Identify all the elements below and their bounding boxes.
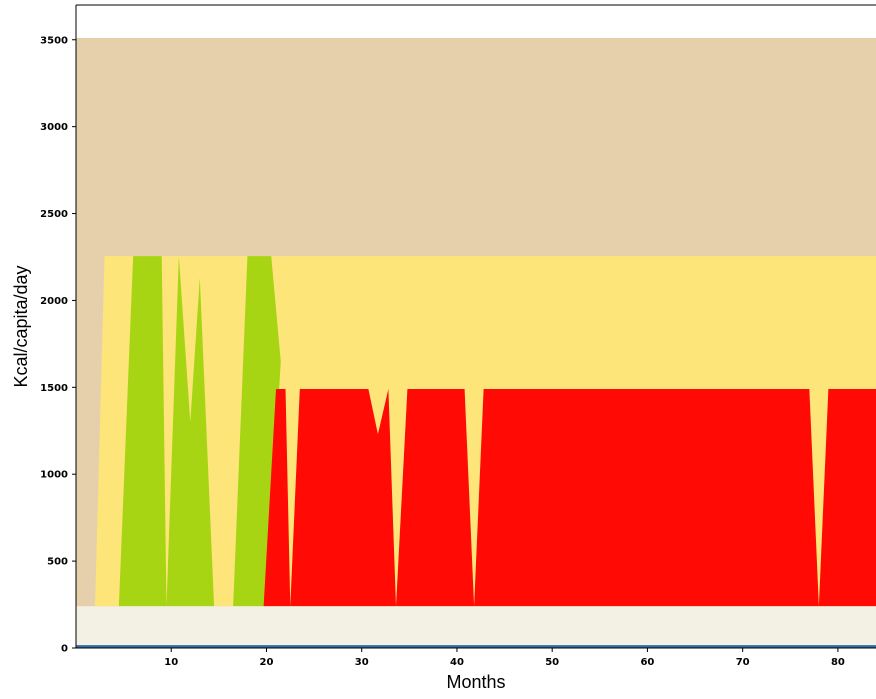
x-tick-label: 60 xyxy=(640,657,654,668)
y-tick-label: 1000 xyxy=(40,470,68,481)
x-tick-label: 70 xyxy=(736,657,750,668)
x-tick-label: 80 xyxy=(831,657,845,668)
y-tick-label: 3500 xyxy=(40,35,68,46)
x-tick-label: 10 xyxy=(164,657,178,668)
area-green-2 xyxy=(118,256,167,607)
y-tick-label: 2000 xyxy=(40,296,68,307)
area-red-5 xyxy=(263,389,876,607)
y-tick-label: 1500 xyxy=(40,383,68,394)
x-tick-label: 50 xyxy=(545,657,559,668)
plot-areas xyxy=(76,38,876,649)
y-tick-label: 2500 xyxy=(40,209,68,220)
y-tick-label: 500 xyxy=(47,557,68,568)
y-axis-title: Kcal/capita/day xyxy=(11,265,31,387)
x-tick-label: 40 xyxy=(450,657,464,668)
area-green-3 xyxy=(166,256,215,607)
y-tick-label: 0 xyxy=(61,644,68,655)
area-cream-6 xyxy=(76,606,876,647)
x-tick-label: 30 xyxy=(355,657,369,668)
x-axis-title: Months xyxy=(446,672,505,692)
x-axis: 10 20 30 40 50 60 70 80 xyxy=(164,648,845,668)
y-tick-label: 3000 xyxy=(40,122,68,133)
y-axis: 0 500 1000 1500 2000 2500 3000 3500 xyxy=(40,35,76,655)
x-tick-label: 20 xyxy=(260,657,274,668)
